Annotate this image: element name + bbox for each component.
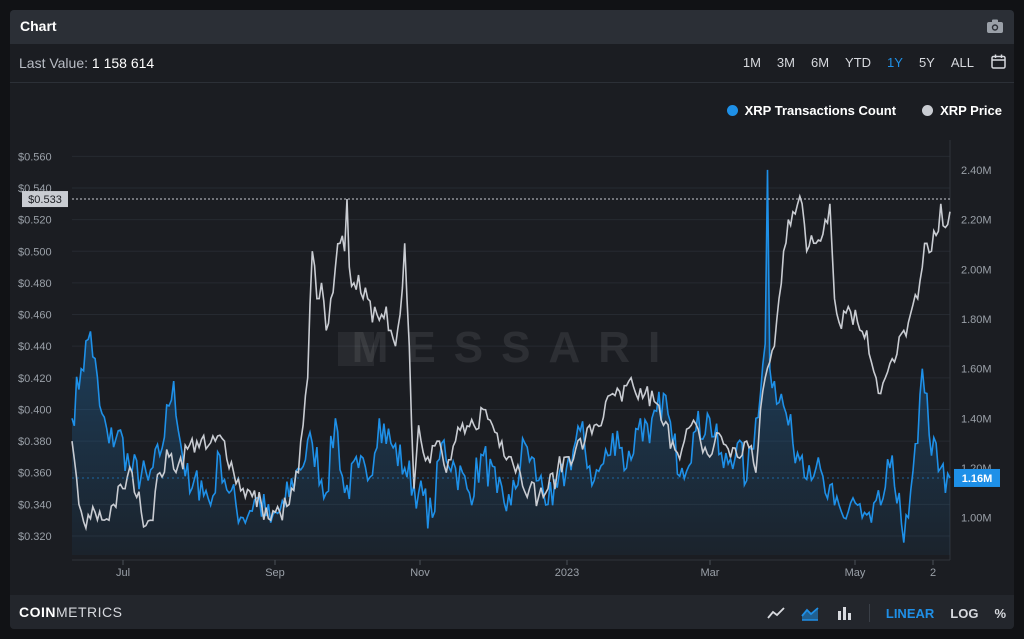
last-value-number: 1 158 614 xyxy=(91,55,155,71)
title-bar: Chart xyxy=(10,10,1014,44)
x-tick-label: 2023 xyxy=(555,567,579,579)
legend-dot-price xyxy=(922,105,934,116)
y-left-tick-label: $0.420 xyxy=(18,373,52,385)
y-left-tick-label: $0.440 xyxy=(18,341,52,353)
range-6m-button[interactable]: 6M xyxy=(810,55,830,70)
scale-linear-button[interactable]: LINEAR xyxy=(885,605,935,621)
y-left-tick-label: $0.560 xyxy=(18,151,52,163)
chart-legend: XRP Transactions Count XRP Price xyxy=(726,103,1002,118)
range-selector: 1M 3M 6M YTD 1Y 5Y ALL xyxy=(727,55,974,70)
y-right-tick-label: 1.80M xyxy=(961,314,992,326)
y-right-tick-label: 1.40M xyxy=(961,413,992,425)
y-left-tick-label: $0.340 xyxy=(18,499,52,511)
y-left-tick-label: $0.460 xyxy=(18,310,52,322)
last-value-badge-label: 1.16M xyxy=(962,473,993,485)
coinmetrics-logo: COINMETRICS xyxy=(19,604,123,620)
crosshair-price-label: $0.533 xyxy=(28,194,62,206)
y-right-tick-label: 2.00M xyxy=(961,264,992,276)
y-right-tick-label: 2.20M xyxy=(961,215,992,227)
y-left-tick-label: $0.480 xyxy=(18,278,52,290)
scale-log-button[interactable]: LOG xyxy=(950,605,979,621)
range-1y-button[interactable]: 1Y xyxy=(887,55,903,70)
range-3m-button[interactable]: 3M xyxy=(776,55,795,70)
y-left-tick-label: $0.320 xyxy=(18,531,52,543)
x-tick-label: May xyxy=(845,567,866,579)
y-right-tick-label: 1.00M xyxy=(961,513,992,525)
y-left-tick-label: $0.380 xyxy=(18,436,52,448)
x-tick-label: 2 xyxy=(930,567,936,579)
transactions-area xyxy=(72,169,950,555)
y-left-tick-label: $0.500 xyxy=(18,246,52,258)
legend-item-price[interactable]: XRP Price xyxy=(922,103,1002,118)
line-chart-icon[interactable] xyxy=(767,605,785,621)
crosshair-price-badge xyxy=(22,191,68,208)
x-tick-label: Sep xyxy=(265,567,285,579)
y-left-tick-label: $0.400 xyxy=(18,404,52,416)
logo-rest: METRICS xyxy=(56,604,123,620)
calendar-icon[interactable] xyxy=(991,54,1006,69)
chart-title: Chart xyxy=(20,18,57,34)
y-right-tick-label: 1.60M xyxy=(961,364,992,376)
y-left-tick-label: $0.360 xyxy=(18,468,52,480)
chart-footer: COINMETRICS LINEAR LOG % xyxy=(10,595,1014,629)
chart-tools: LINEAR LOG % xyxy=(751,604,1006,622)
legend-label-transactions: XRP Transactions Count xyxy=(744,103,897,118)
legend-dot-transactions xyxy=(726,105,738,116)
messari-watermark-logo xyxy=(338,332,374,366)
range-ytd-button[interactable]: YTD xyxy=(845,55,872,70)
chart-plot[interactable]: $0.320 $0.340 $0.360 $0.380 $0.400 $0.420 $0.4… xyxy=(10,10,1014,595)
range-toolbar: Last Value: 1 158 614 1M 3M 6M YTD 1Y 5Y ALL xyxy=(10,44,1014,83)
range-1m-button[interactable]: 1M xyxy=(742,55,761,70)
last-value-badge xyxy=(954,468,1000,487)
camera-icon[interactable] xyxy=(986,18,1004,34)
transactions-line[interactable] xyxy=(71,169,951,543)
x-tick-label: Nov xyxy=(410,567,430,579)
legend-label-price: XRP Price xyxy=(940,103,1002,118)
price-line[interactable] xyxy=(71,193,951,532)
chart-widget: Chart Last Value: 1 158 614 1M 3M 6M YTD 1Y 5… xyxy=(10,10,1014,629)
last-value-label: Last Value: xyxy=(19,55,89,71)
last-value: Last Value: 1 158 614 xyxy=(19,55,154,71)
range-all-button[interactable]: ALL xyxy=(950,55,974,70)
scale-percent-button[interactable]: % xyxy=(994,605,1006,621)
x-tick-label: Mar xyxy=(701,567,720,579)
messari-watermark: MESSARI xyxy=(352,323,678,372)
range-5y-button[interactable]: 5Y xyxy=(918,55,935,70)
area-chart-icon[interactable] xyxy=(801,605,819,621)
y-left-tick-label: $0.520 xyxy=(18,215,52,227)
legend-item-transactions[interactable]: XRP Transactions Count xyxy=(726,103,897,118)
tools-separator xyxy=(868,604,870,622)
y-right-tick-label: 2.40M xyxy=(961,165,992,177)
bar-chart-icon[interactable] xyxy=(835,605,853,621)
logo-bold: COIN xyxy=(19,604,56,620)
x-tick-label: Jul xyxy=(116,567,130,579)
